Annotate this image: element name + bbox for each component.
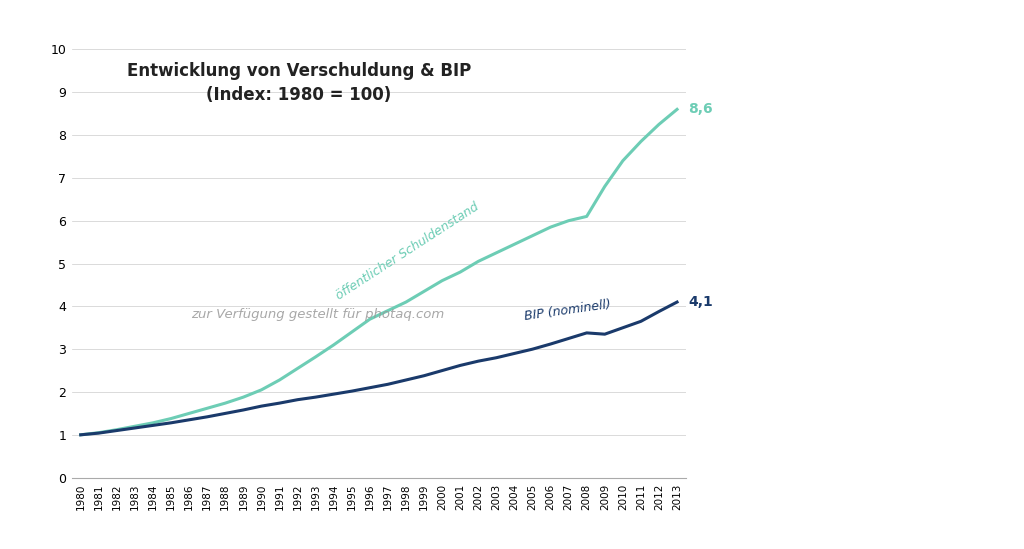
Text: 8,6: 8,6 (688, 102, 713, 116)
Text: Entwicklung von Verschuldung & BIP
(Index: 1980 = 100): Entwicklung von Verschuldung & BIP (Inde… (127, 62, 471, 104)
Text: •: • (727, 373, 738, 391)
Text: 4,1: 4,1 (688, 295, 713, 309)
Text: •: • (727, 215, 738, 233)
Text: BIP (nominell): BIP (nominell) (523, 299, 611, 323)
Text: öffentlicher Schuldenstand: öffentlicher Schuldenstand (334, 200, 481, 302)
Text: •: • (727, 42, 738, 60)
Text: Das BIP ist im
selben Zeitraum
„nur“ auf das
Vierfache gestiegen: Das BIP ist im selben Zeitraum „nur“ auf… (763, 215, 897, 281)
Text: Das bedeutet, dass
pro 1 €
zusätzlichen
Schulden nur ca.
0,50 € an
Wirtschaftsle: Das bedeutet, dass pro 1 € zusätzlichen … (763, 373, 892, 491)
Text: Seit 1980 haben
sich die Schulden
mehr als
verachtfacht: Seit 1980 haben sich die Schulden mehr a… (763, 42, 881, 108)
Text: zur Verfügung gestellt für photaq.com: zur Verfügung gestellt für photaq.com (190, 309, 444, 321)
